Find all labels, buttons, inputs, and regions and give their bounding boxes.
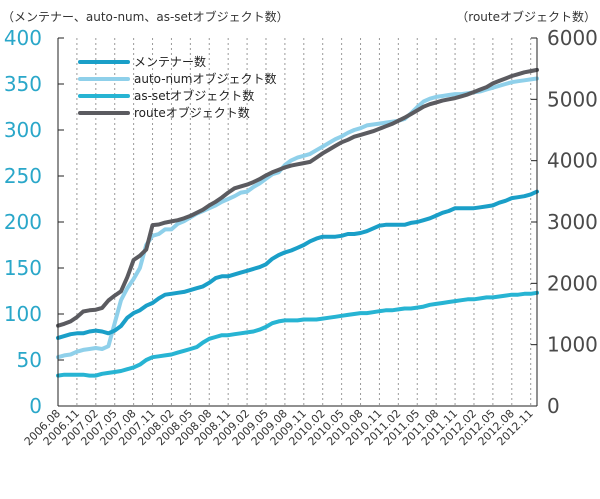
series-line: [56, 76, 539, 360]
series-line: [56, 67, 539, 328]
left-tick-label: 350: [4, 72, 42, 96]
right-tick-label: 6000: [547, 26, 598, 50]
right-tick-label: 0: [547, 394, 560, 418]
series-line: [56, 189, 539, 340]
right-tick-label: 2000: [547, 271, 598, 295]
legend: メンテナー数 auto-numオブジェクト数 as-setオブジェクト数 routeオ…: [78, 54, 276, 120]
axes: 0501001502002503003504000100020003000400…: [4, 26, 598, 448]
right-tick-label: 1000: [547, 333, 598, 357]
left-tick-label: 150: [4, 256, 42, 280]
left-tick-label: 0: [29, 394, 42, 418]
right-tick-label: 5000: [547, 87, 598, 111]
left-axis-title: （メンテナー、auto-num、as-setオブジェクト数）: [2, 10, 289, 24]
legend-label: routeオブジェクト数: [134, 105, 250, 120]
right-tick-label: 4000: [547, 149, 598, 173]
legend-label: as-setオブジェクト数: [134, 88, 254, 103]
left-tick-label: 250: [4, 164, 42, 188]
left-tick-label: 200: [4, 210, 42, 234]
left-tick-label: 300: [4, 118, 42, 142]
left-tick-label: 100: [4, 302, 42, 326]
right-tick-label: 3000: [547, 210, 598, 234]
legend-label: メンテナー数: [134, 54, 206, 69]
left-tick-label: 400: [4, 26, 42, 50]
series-line: [56, 290, 539, 378]
series-lines: [56, 67, 539, 378]
left-tick-label: 50: [17, 348, 42, 372]
right-axis-title: （routeオブジェクト数）: [456, 10, 596, 24]
legend-label: auto-numオブジェクト数: [134, 71, 276, 86]
